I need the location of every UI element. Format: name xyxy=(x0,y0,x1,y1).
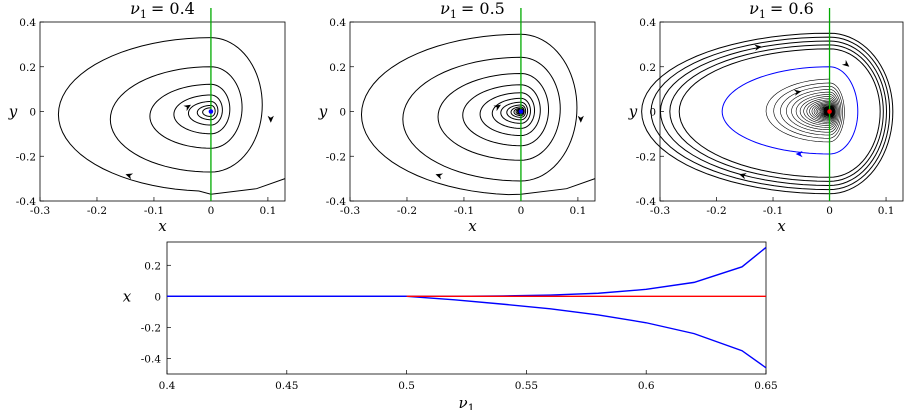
trajectory-spiral xyxy=(402,33,578,182)
arrow-head xyxy=(793,89,802,96)
y-tick-label: 0 xyxy=(29,107,36,119)
arrow-head xyxy=(435,173,444,180)
panel-title-value: = 0.5 xyxy=(461,0,505,18)
panel-title-symbol: ν xyxy=(440,0,450,18)
y-tick-label: 0 xyxy=(154,291,161,303)
y-tick-label: 0 xyxy=(649,107,656,119)
series-line-1 xyxy=(167,246,767,298)
x-tick-label: -0.3 xyxy=(650,205,670,217)
y-axis-label: x xyxy=(123,287,132,305)
x-tick-label: -0.2 xyxy=(397,205,417,217)
y-tick-label: 0 xyxy=(339,107,346,119)
x-tick-label: 0 xyxy=(826,205,833,217)
panel-title: ν1 = 0.6 xyxy=(749,0,814,21)
panel-title-sub: 1 xyxy=(140,8,147,21)
y-axis-label: y xyxy=(318,103,328,121)
panel-title-value: = 0.4 xyxy=(151,0,195,18)
outer-orbit xyxy=(650,36,891,191)
panel-title-sub: 1 xyxy=(759,8,766,21)
y-tick-label: 0.4 xyxy=(19,17,36,29)
arrow-head xyxy=(841,59,850,67)
x-tick-label: 0.1 xyxy=(878,205,895,217)
x-tick-label: 0.4 xyxy=(159,380,176,392)
y-tick-label: -0.4 xyxy=(326,196,347,208)
x-tick-label: -0.3 xyxy=(340,205,360,217)
arrow-head xyxy=(267,115,274,123)
x-tick-label: 0 xyxy=(208,205,215,217)
x-tick-label: 0.55 xyxy=(515,380,538,392)
trajectory-incoming xyxy=(360,33,596,196)
y-tick-label: 0.2 xyxy=(19,62,36,74)
x-tick-label: -0.3 xyxy=(30,205,50,217)
trajectory-incoming xyxy=(57,37,286,195)
x-axis-label: ν1 xyxy=(458,394,474,410)
x-axis-label: x xyxy=(158,217,167,235)
x-tick-label: 0 xyxy=(518,205,525,217)
y-tick-label: 0.2 xyxy=(144,260,161,272)
x-tick-label: 0.5 xyxy=(398,380,415,392)
x-axis-label: x xyxy=(468,217,477,235)
x-tick-label: -0.1 xyxy=(454,205,474,217)
x-tick-label: 0.6 xyxy=(638,380,655,392)
y-tick-label: 0.4 xyxy=(639,17,656,29)
phase-portrait-panel-3: ν1 = 0.6 -0.3 -0.2 -0.1 0 0.1 0.4 0.2 0 -0.2 -0.4 x y xyxy=(628,0,904,235)
x-axis-label-symbol: ν xyxy=(458,394,467,410)
y-tick-label: -0.2 xyxy=(141,322,161,334)
plot-frame xyxy=(39,21,286,202)
y-tick-label: -0.2 xyxy=(636,151,656,163)
plot-frame xyxy=(349,21,596,202)
series-line-2 xyxy=(167,295,767,369)
panel-title: ν1 = 0.4 xyxy=(130,0,195,21)
inner-spiral xyxy=(765,78,845,143)
arrow-head xyxy=(183,104,191,112)
panel-title: ν1 = 0.5 xyxy=(440,0,505,21)
x-tick-label: -0.2 xyxy=(706,205,726,217)
plot-frame xyxy=(166,241,767,375)
panel-title-symbol: ν xyxy=(130,0,140,18)
y-tick-label: -0.4 xyxy=(636,196,657,208)
x-tick-label: -0.2 xyxy=(87,205,107,217)
x-tick-label: 0.1 xyxy=(260,205,277,217)
y-axis-label: y xyxy=(8,103,18,121)
x-axis-label: x xyxy=(777,217,786,235)
panel-title-symbol: ν xyxy=(749,0,759,18)
trajectory-spiral xyxy=(109,37,263,173)
y-tick-label: -0.2 xyxy=(16,151,36,163)
arrow-head xyxy=(125,173,134,180)
arrow-head xyxy=(577,115,584,123)
panel-title-sub: 1 xyxy=(450,8,457,21)
x-tick-label: 0.65 xyxy=(754,380,777,392)
x-tick-label: -0.1 xyxy=(763,205,783,217)
arrow-head xyxy=(795,150,803,158)
equilibrium-point xyxy=(827,109,832,114)
phase-portrait-panel-1: ν1 = 0.4 -0.3 -0.2 -0.1 0 0.1 0.4 0.2 0 -0.2 -0.4 x y xyxy=(8,0,286,235)
arrow-head xyxy=(739,173,747,180)
bifurcation-panel: 0.4 0.45 0.5 0.55 0.6 0.65 0.2 0 -0.2 -0.4 ν1 x xyxy=(123,241,778,410)
y-tick-label: -0.4 xyxy=(16,196,37,208)
panel-title-value: = 0.6 xyxy=(770,0,814,18)
y-tick-label: -0.2 xyxy=(326,151,346,163)
phase-portrait-panel-2: ν1 = 0.5 -0.3 -0.2 -0.1 0 0.1 0.4 0.2 0 -0.2 -0.4 x y xyxy=(318,0,596,235)
x-tick-label: 0.1 xyxy=(570,205,587,217)
x-tick-label: -0.1 xyxy=(144,205,164,217)
arrow-head xyxy=(754,44,762,51)
y-tick-label: 0.2 xyxy=(639,62,656,74)
arrow-head xyxy=(493,104,501,112)
y-axis-label: y xyxy=(628,103,638,121)
y-tick-label: 0.2 xyxy=(329,62,346,74)
x-tick-label: 0.45 xyxy=(275,380,298,392)
equilibrium-point xyxy=(208,109,214,114)
x-axis-label-sub: 1 xyxy=(468,402,475,410)
y-tick-label: 0.4 xyxy=(329,17,346,29)
y-tick-label: -0.4 xyxy=(141,353,162,365)
equilibrium-point xyxy=(518,109,524,114)
